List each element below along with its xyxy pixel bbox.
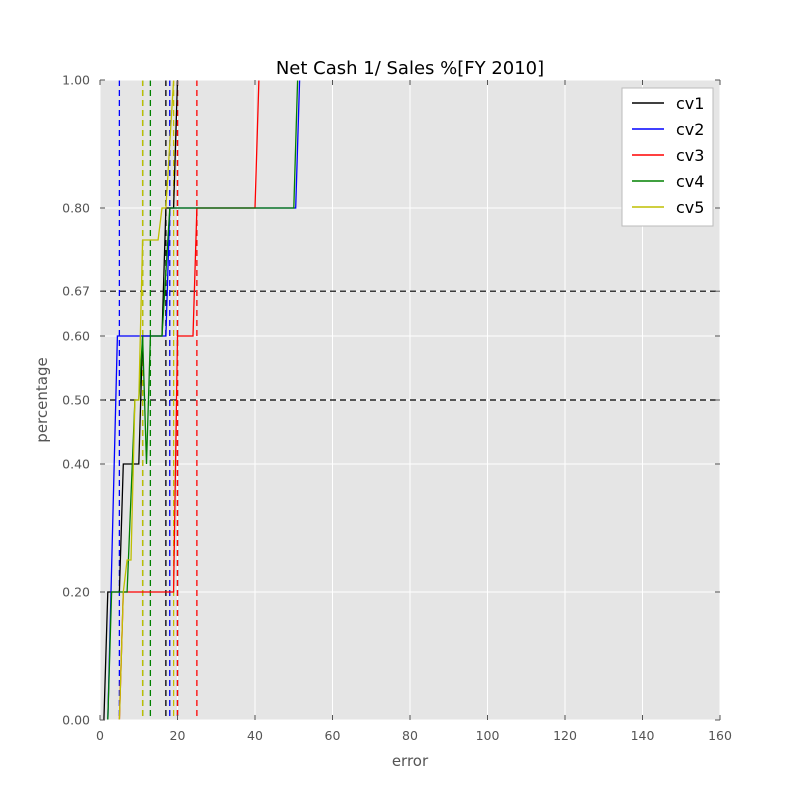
legend-label-cv5: cv5 (676, 198, 704, 217)
y-axis-label: percentage (33, 357, 51, 442)
x-tick-label: 140 (631, 728, 655, 743)
series-line-cv2 (107, 79, 301, 721)
legend-box (621, 87, 714, 227)
x-tick-label: 80 (402, 728, 418, 743)
x-tick-label: 120 (553, 728, 577, 743)
y-tick-label: 0.50 (62, 393, 90, 408)
series-vlines (118, 80, 198, 720)
x-tick-label: 100 (476, 728, 500, 743)
y-tick-label: 0.00 (62, 713, 90, 728)
x-tick-label: 40 (247, 728, 263, 743)
x-tick-label: 160 (708, 728, 732, 743)
series-line-cv4 (107, 79, 299, 721)
axes: 0 20 40 60 80 100 120 140 160 0.00 0.20 0.40 0.50 0.6… (62, 73, 732, 744)
chart-title: Net Cash 1/ Sales %[FY 2010] (276, 58, 544, 79)
legend: cv1 cv2 cv3 cv4 cv5 (621, 87, 714, 227)
reference-lines (100, 290, 720, 401)
y-tick-label: 0.80 (62, 201, 90, 216)
x-axis-label: error (392, 752, 429, 770)
y-tick-label: 0.20 (62, 585, 90, 600)
series-line-cv5 (118, 79, 175, 721)
legend-label-cv1: cv1 (676, 94, 704, 113)
y-tick-label: 1.00 (62, 73, 90, 88)
x-tick-label: 0 (96, 728, 104, 743)
x-tick-label: 60 (325, 728, 341, 743)
legend-label-cv3: cv3 (676, 146, 704, 165)
y-tick-label: 0.67 (62, 284, 90, 299)
legend-label-cv4: cv4 (676, 172, 704, 191)
y-tick-label: 0.40 (62, 457, 90, 472)
legend-label-cv2: cv2 (676, 120, 704, 139)
x-tick-label: 20 (170, 728, 186, 743)
y-tick-label: 0.60 (62, 329, 90, 344)
series-lines (103, 79, 301, 721)
